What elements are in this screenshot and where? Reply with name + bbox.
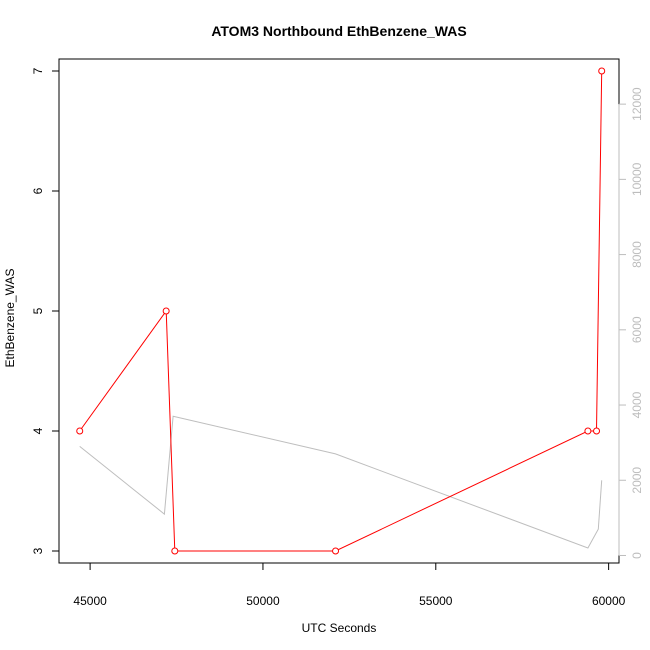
y-tick-label: 7 (31, 67, 45, 74)
y2-tick-label: 12000 (630, 87, 644, 121)
y2-tick-label: 6000 (630, 316, 644, 343)
data-point (598, 67, 606, 75)
x-tick-label: 45000 (73, 594, 107, 608)
chart-title: ATOM3 Northbound EthBenzene_WAS (211, 23, 466, 39)
y-tick-label: 3 (31, 547, 45, 554)
data-point (76, 427, 84, 435)
y2-axis: 0 2000 4000 6000 8000 10000 12000 (618, 87, 644, 559)
data-point (593, 427, 601, 435)
x-axis-label: UTC Seconds (302, 621, 377, 635)
primary-series-line (79, 70, 603, 552)
x-tick-label: 55000 (419, 594, 453, 608)
secondary-series-line (79, 415, 603, 549)
data-point (584, 427, 592, 435)
y2-tick-label: 2000 (630, 467, 644, 494)
y2-tick-label: 0 (630, 552, 644, 559)
x-tick-label: 60000 (592, 594, 626, 608)
plot-frame (58, 58, 620, 564)
x-tick-label: 50000 (246, 594, 280, 608)
y-tick-label: 4 (31, 427, 45, 434)
series-layer (76, 67, 606, 555)
y-axis: 3 4 5 6 7 (31, 67, 60, 554)
y-tick-label: 6 (31, 187, 45, 194)
data-point (171, 547, 179, 555)
y-axis-label: EthBenzene_WAS (3, 269, 17, 368)
y-tick-label: 5 (31, 307, 45, 314)
y2-tick-label: 10000 (630, 162, 644, 196)
data-point (332, 547, 340, 555)
y2-tick-label: 8000 (630, 241, 644, 268)
data-point (162, 307, 170, 315)
y2-tick-label: 4000 (630, 391, 644, 418)
x-axis: 45000 50000 55000 60000 (73, 562, 626, 608)
